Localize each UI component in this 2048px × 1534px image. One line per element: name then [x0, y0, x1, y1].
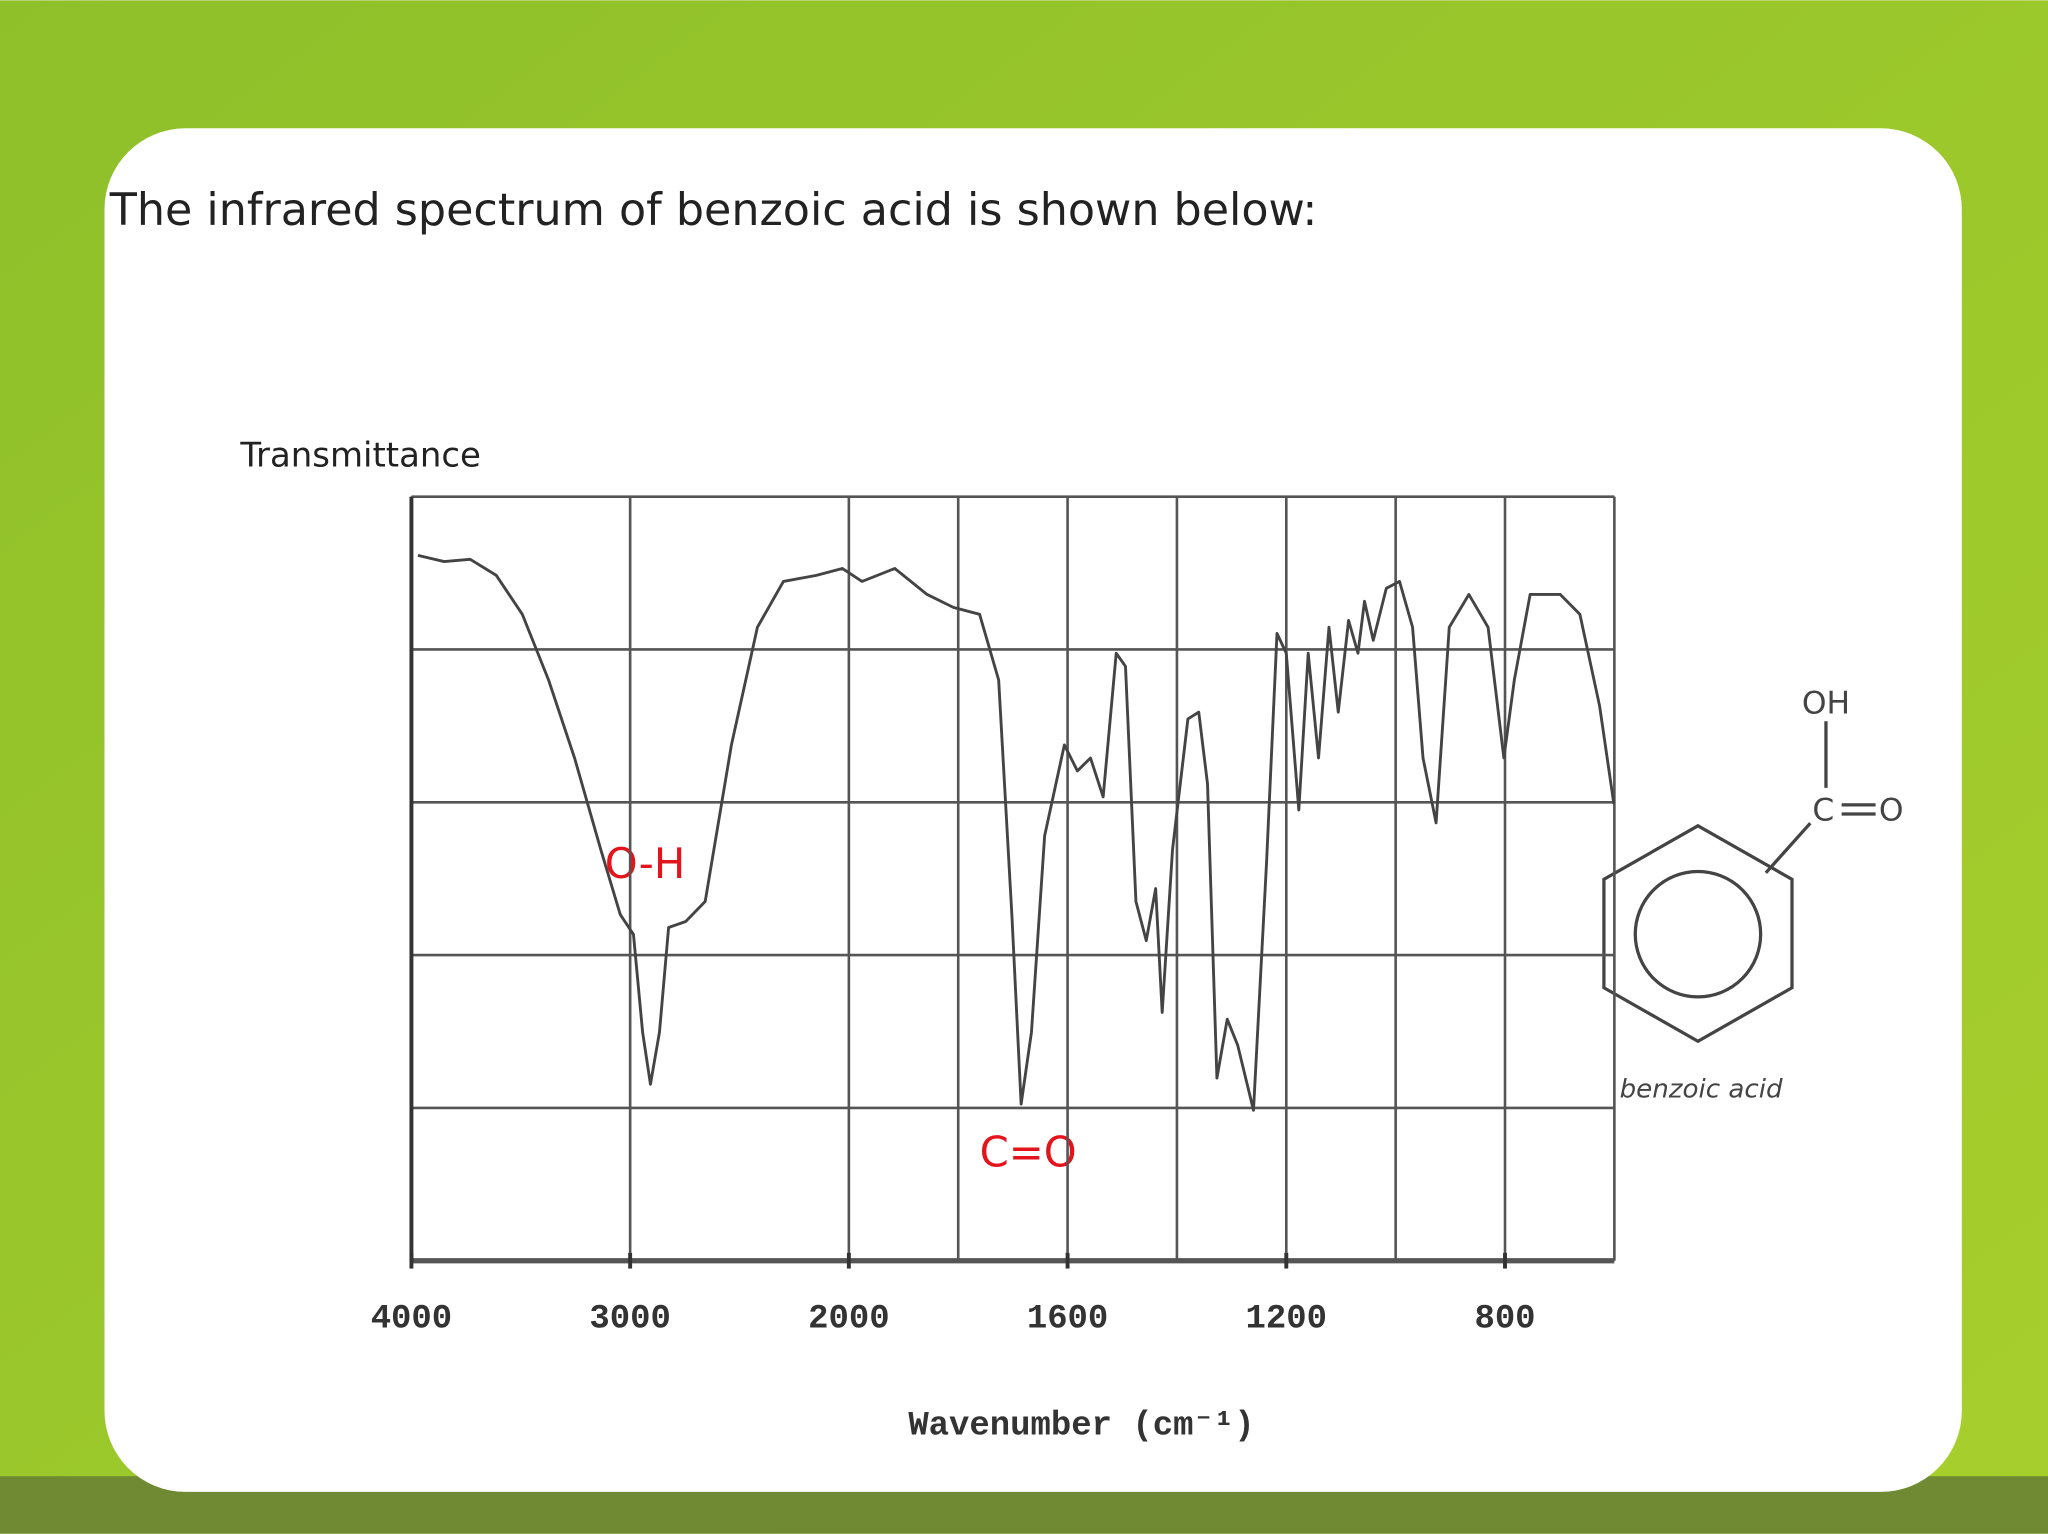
bond	[1764, 822, 1812, 874]
structure-label: OH	[1802, 685, 1850, 721]
structure-label: C	[1812, 793, 1834, 829]
structure	[1602, 721, 1876, 1044]
spectrum-line	[417, 554, 1616, 1112]
plot: 4000 3000 2000 1600 1200 800	[371, 495, 1616, 1338]
x-tick-label: 1600	[1027, 1300, 1108, 1338]
heading: The infrared spectrum of benzoic acid is…	[109, 185, 1318, 236]
x-axis-label: Wavenumber (cm⁻¹)	[908, 1407, 1254, 1445]
x-tick-label: 4000	[371, 1300, 452, 1338]
panel	[104, 128, 1962, 1492]
structure-label: O	[1879, 793, 1904, 829]
x-tick-label: 800	[1474, 1300, 1535, 1338]
aromatic-circle	[1633, 869, 1763, 999]
y-axis-label: Transmittance	[239, 436, 481, 476]
x-tick-label: 2000	[808, 1300, 889, 1338]
x-tick-label: 1200	[1246, 1300, 1327, 1338]
annotation: C=O	[980, 1128, 1077, 1177]
annotation: O-H	[605, 839, 686, 888]
benzene-ring	[1602, 823, 1794, 1044]
x-tick-label: 3000	[589, 1300, 670, 1338]
structure-caption: benzoic acid	[1620, 1074, 1783, 1104]
